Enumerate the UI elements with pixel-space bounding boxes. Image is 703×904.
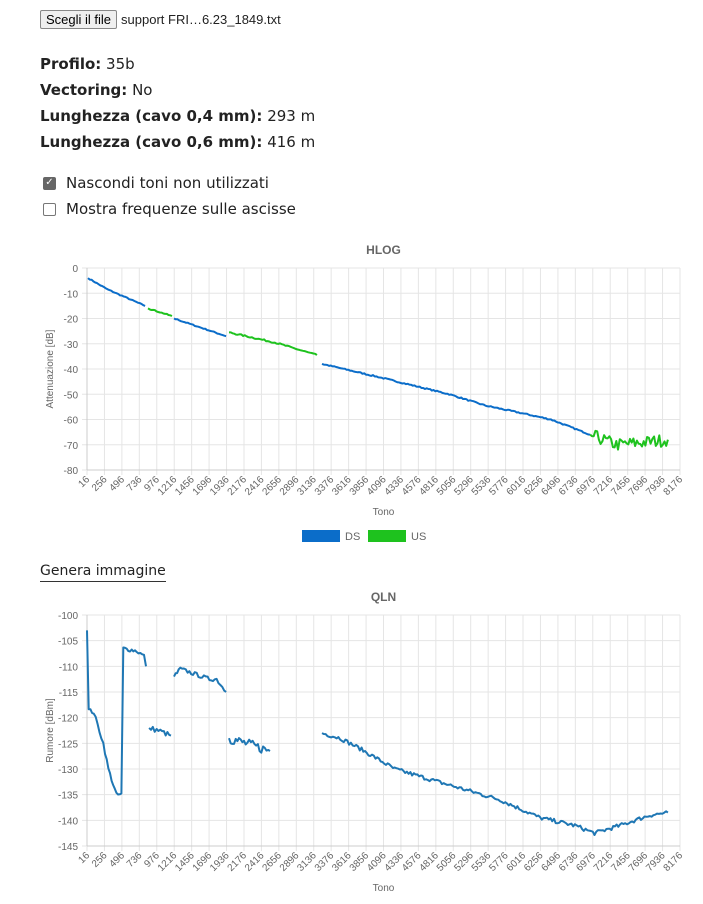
y-tick-label: -100 [58,611,78,622]
x-tick-label: 16 [76,850,92,866]
series-line-us [589,429,669,451]
y-tick-label: -50 [64,390,79,401]
y-tick-label: -120 [58,714,78,725]
y-tick-label: -20 [64,315,79,326]
x-tick-label: 256 [90,850,110,870]
chart-title: QLN [371,590,396,604]
y-tick-label: -135 [58,791,78,802]
x-tick-label: 496 [107,850,127,870]
y-tick-label: -125 [58,739,78,750]
file-picker: Scegli il file support FRI…6.23_1849.txt [40,10,281,29]
y-tick-label: -130 [58,765,78,776]
hlog-chart: HLOG162564967369761216145616961936217624… [45,243,685,543]
x-axis-label: Tono [373,507,395,518]
y-axis-label: Attenuazione [dB] [45,329,56,408]
series-line-qln [228,737,271,754]
line-info: Profilo: 35b Vectoring: No Lunghezza (ca… [40,51,315,155]
x-tick-label: 736 [125,850,145,870]
checkbox-unchecked[interactable] [43,202,56,216]
chart-title: HLOG [366,243,401,257]
info-length-06: Lunghezza (cavo 0,6 mm): 416 m [40,133,316,151]
y-axis-label: Rumore [dBm] [45,698,56,763]
checkbox-checked[interactable]: ✓ [43,176,56,190]
series-line-qln [321,732,669,836]
y-tick-label: -40 [64,365,79,376]
options: ✓ Nascondi toni non utilizzati Mostra fre… [40,170,296,222]
legend-swatch-ds [302,530,340,542]
y-tick-label: -105 [58,637,78,648]
option-hide-unused-tones[interactable]: ✓ Nascondi toni non utilizzati [40,170,296,196]
y-tick-label: 0 [72,264,78,275]
series-line-qln [173,666,227,693]
y-tick-label: -70 [64,441,79,452]
info-length-04: Lunghezza (cavo 0,4 mm): 293 m [40,107,316,125]
series-line-qln [148,725,172,737]
y-tick-label: -140 [58,816,78,827]
choose-file-button[interactable]: Scegli il file [40,10,118,29]
legend-label-ds: DS [345,531,360,543]
y-tick-label: -60 [64,416,79,427]
series-line-ds [321,362,591,436]
x-axis-label: Tono [373,883,395,894]
y-tick-label: -145 [58,842,78,853]
series-line-qln [86,630,147,796]
legend-label-us: US [411,531,426,543]
legend-swatch-us [368,530,406,542]
info-vectoring: Vectoring: No [40,81,153,99]
series-line-us [147,307,173,317]
series-line-ds [87,277,146,307]
x-tick-label: 8176 [662,850,686,874]
generate-image-link[interactable]: Genera immagine [40,563,166,582]
y-tick-label: -10 [64,289,79,300]
series-line-ds [173,317,227,338]
y-tick-label: -110 [59,662,79,673]
selected-filename: support FRI…6.23_1849.txt [121,12,281,27]
info-profile: Profilo: 35b [40,55,135,73]
y-tick-label: -80 [64,466,79,477]
y-tick-label: -30 [64,340,79,351]
y-tick-label: -115 [59,688,79,699]
series-line-us [229,331,318,356]
option-show-frequencies[interactable]: Mostra frequenze sulle ascisse [40,196,296,222]
